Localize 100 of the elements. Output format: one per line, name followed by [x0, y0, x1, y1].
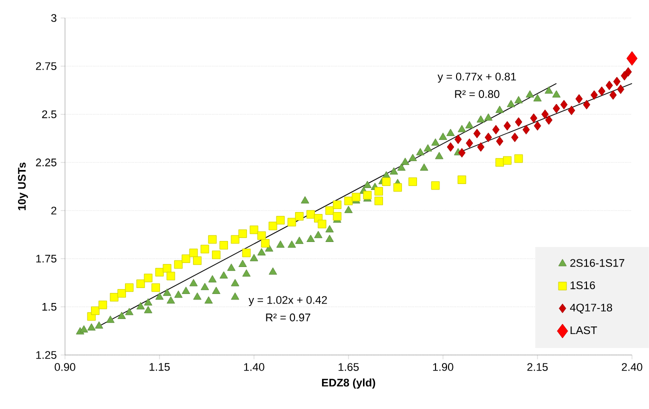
- point: [374, 187, 383, 196]
- point: [568, 106, 576, 116]
- y-tick-label: 2: [51, 206, 56, 214]
- point: [110, 292, 118, 302]
- point: [620, 71, 628, 81]
- point: [624, 67, 632, 77]
- point: [492, 124, 500, 134]
- x-tick-label: 1.15: [150, 363, 170, 371]
- point: [473, 128, 481, 138]
- point: [552, 104, 560, 114]
- point: [352, 192, 360, 202]
- point: [530, 113, 538, 123]
- point: [446, 142, 454, 152]
- point: [174, 260, 183, 269]
- point: [144, 274, 152, 282]
- point: [496, 136, 504, 146]
- point: [125, 283, 134, 292]
- point: [626, 51, 638, 66]
- point: [268, 222, 278, 230]
- point: [545, 115, 552, 125]
- point: [200, 244, 210, 254]
- annotation: y = 0.77x + 0.81: [438, 72, 516, 83]
- point: [332, 212, 342, 221]
- point: [590, 90, 598, 100]
- x-tick-label: 0.90: [54, 363, 76, 371]
- point: [295, 212, 304, 221]
- point: [193, 256, 202, 265]
- point: [393, 183, 402, 192]
- point: [514, 154, 523, 163]
- point: [504, 121, 511, 131]
- point: [318, 220, 326, 228]
- point: [454, 134, 462, 144]
- point: [382, 177, 391, 186]
- point: [151, 283, 160, 292]
- point: [408, 177, 418, 186]
- point: [257, 231, 266, 240]
- point: [98, 300, 108, 310]
- point: [230, 235, 240, 244]
- y-tick-label: 2.75: [36, 62, 56, 70]
- legend-label: 2S16-1S17: [570, 259, 624, 267]
- point: [609, 90, 617, 100]
- legend-label: 1S16: [570, 281, 595, 290]
- y-axis-title: 10y USTs: [18, 162, 28, 210]
- point: [477, 142, 484, 152]
- point: [166, 272, 176, 280]
- point: [511, 132, 518, 142]
- point: [575, 94, 583, 104]
- x-tick-label: 1.65: [338, 363, 359, 371]
- point: [182, 254, 190, 263]
- legend-label: LAST: [570, 326, 598, 334]
- point: [613, 76, 620, 86]
- point: [261, 239, 270, 248]
- point: [431, 181, 440, 190]
- point: [583, 100, 590, 110]
- y-tick-label: 1.75: [36, 254, 56, 263]
- point: [606, 80, 613, 90]
- x-axis-title: EDZ8 (yld): [322, 378, 376, 389]
- point: [374, 196, 383, 206]
- y-tick-label: 2.25: [36, 158, 56, 166]
- legend-label: 4Q17-18: [570, 304, 612, 314]
- point: [189, 248, 198, 258]
- y-tick-label: 1.5: [42, 303, 56, 311]
- annotation: R² = 0.80: [455, 90, 500, 98]
- point: [162, 264, 172, 273]
- point: [332, 200, 342, 210]
- point: [344, 196, 353, 206]
- point: [276, 216, 285, 224]
- y-tick-label: 2.5: [42, 110, 56, 118]
- point: [325, 206, 334, 215]
- point: [484, 132, 492, 142]
- point: [363, 190, 372, 200]
- point: [598, 86, 606, 96]
- x-tick-label: 2.40: [622, 363, 642, 371]
- point: [238, 229, 247, 238]
- annotation: y = 1.02x + 0.42: [248, 296, 327, 306]
- point: [466, 138, 474, 148]
- point: [503, 156, 512, 165]
- annotation: R² = 0.97: [266, 314, 310, 322]
- point: [136, 279, 145, 288]
- point: [534, 121, 542, 131]
- point: [220, 240, 228, 250]
- point: [458, 176, 466, 184]
- x-tick-label: 1.90: [433, 363, 454, 371]
- point: [250, 226, 258, 234]
- x-tick-label: 1.40: [244, 363, 264, 371]
- point: [514, 117, 522, 127]
- point: [288, 218, 296, 226]
- x-tick-label: 2.15: [527, 363, 548, 371]
- point: [117, 289, 126, 298]
- point: [617, 84, 624, 94]
- point: [541, 110, 549, 120]
- y-tick-label: 3: [51, 14, 56, 22]
- point: [208, 235, 217, 244]
- point: [306, 210, 315, 219]
- point: [560, 100, 568, 110]
- point: [90, 306, 100, 315]
- point: [155, 268, 164, 276]
- point: [242, 248, 251, 258]
- point: [522, 124, 530, 134]
- y-tick-label: 1.25: [36, 351, 56, 359]
